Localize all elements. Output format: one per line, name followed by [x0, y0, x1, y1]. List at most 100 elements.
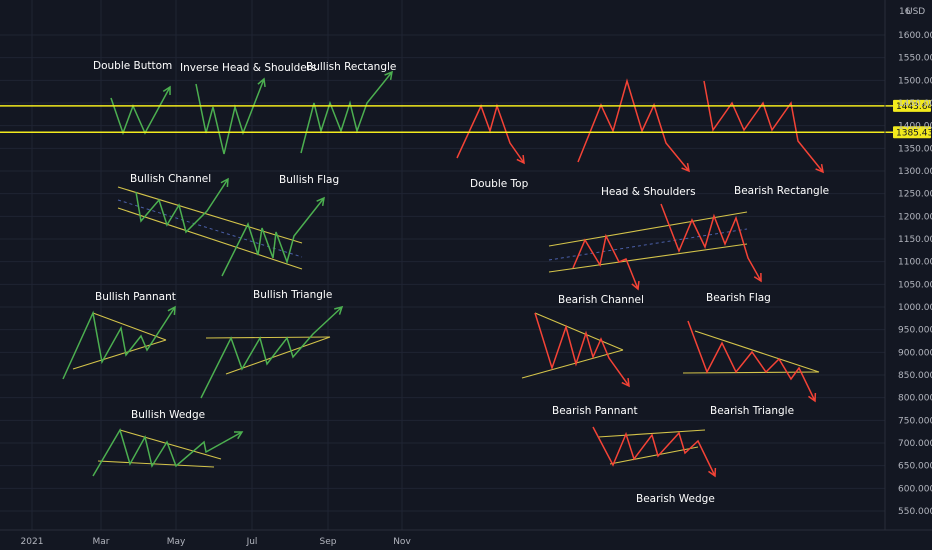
bullish-wedge-upper[interactable] [119, 429, 222, 460]
price-tag [893, 99, 931, 112]
bearish-rectangle-line[interactable] [703, 80, 824, 173]
y-tick-label: 1500.000 [898, 76, 932, 86]
bullish-rectangle-line-arrowhead [384, 70, 393, 81]
y-tick-label: 1250.000 [898, 190, 932, 200]
bullish-triangle-line[interactable] [200, 306, 343, 399]
bearish-flag-line-arrowhead [753, 272, 762, 283]
bearish-channel-lower[interactable] [548, 243, 748, 273]
bullish-channel-line[interactable] [135, 178, 229, 234]
bearish-rectangle-line-arrowhead [815, 163, 824, 174]
x-tick-label: Mar [93, 537, 110, 547]
x-tick-label: Jul [246, 537, 258, 547]
price-tag [893, 126, 931, 139]
bearish-flag-line[interactable] [660, 203, 762, 282]
y-tick-label: 600.000 [898, 484, 932, 494]
y-tick-label: 700.000 [898, 439, 932, 449]
bullish-channel-upper[interactable] [117, 186, 303, 244]
bullish-wedge-lower[interactable] [97, 460, 215, 468]
y-tick-label: 1150.000 [898, 235, 932, 245]
bullish-pennant-lower[interactable] [72, 339, 167, 370]
double-top-line-arrowhead [516, 154, 525, 165]
bullish-rectangle-line[interactable] [300, 71, 393, 154]
y-tick-label: 1450.000 [898, 99, 932, 109]
y-tick-label: 1000.000 [898, 303, 932, 313]
x-tick-label: Sep [320, 537, 337, 547]
price-axis-unit: USD [906, 7, 925, 17]
pattern-label: Bullish Pannant [95, 291, 176, 303]
y-tick-label: 800.000 [898, 394, 932, 404]
y-tick-label: 900.000 [898, 348, 932, 358]
bearish-channel-line[interactable] [572, 233, 639, 290]
bullish-pennant-upper[interactable] [92, 312, 167, 341]
price-tag-label: 1385.436 [896, 128, 932, 138]
pattern-label: Bearish Channel [558, 294, 644, 306]
pattern-label: Bullish Flag [279, 174, 339, 186]
grid [0, 0, 885, 530]
bearish-triangle-lower[interactable] [682, 371, 820, 374]
bullish-triangle-line-arrowhead [334, 305, 344, 315]
bullish-channel-lower[interactable] [117, 207, 303, 270]
bearish-wedge-upper[interactable] [597, 429, 706, 438]
y-tick-label: 1350.000 [898, 144, 932, 154]
bearish-channel-line-arrowhead [631, 280, 640, 291]
inverse-head-shoulders-line[interactable] [195, 78, 265, 155]
time-axis[interactable]: 2021 Mar May Jul Sep Nov [0, 529, 932, 547]
bullish-pennant-line[interactable] [62, 306, 176, 380]
double-bottom-line-arrowhead [162, 85, 171, 96]
y-tick-label: 1400.000 [898, 122, 932, 132]
pattern-label: Head & Shoulders [601, 186, 696, 198]
inverse-head-shoulders-line-arrowhead [257, 77, 266, 88]
price-tag-label: 1443.640 [896, 102, 932, 112]
bearish-wedge-line[interactable] [592, 426, 716, 477]
y-tick-label: 1100.000 [898, 258, 932, 268]
pattern-label: Bearish Triangle [710, 405, 794, 417]
y-tick-label: 1200.000 [898, 212, 932, 222]
pattern-label: Bullish Channel [130, 173, 211, 185]
y-tick-label: 1550.000 [898, 54, 932, 64]
bearish-pennant-lower[interactable] [521, 349, 624, 379]
pattern-label: Bearish Rectangle [734, 185, 829, 197]
y-tick-label: 950.000 [898, 326, 932, 336]
bullish-channel-mid [117, 199, 303, 258]
pattern-drawings[interactable] [62, 70, 824, 478]
y-tick-label: 1300.000 [898, 167, 932, 177]
bearish-wedge-line-arrowhead [708, 467, 717, 478]
bullish-channel-line-arrowhead [220, 177, 229, 188]
bearish-triangle-line[interactable] [687, 320, 816, 402]
y-tick-label: 750.000 [898, 416, 932, 426]
y-tick-label: 1600.000 [898, 31, 932, 41]
bearish-pennant-upper[interactable] [534, 312, 624, 351]
pattern-label: Double Top [470, 178, 529, 190]
pattern-label: Bearish Wedge [636, 493, 715, 505]
bearish-pennant-line-arrowhead [621, 377, 630, 388]
x-tick-label: May [167, 537, 186, 547]
pattern-label: Bearish Pannant [552, 405, 638, 417]
pattern-label: Double Buttom [93, 60, 172, 72]
pattern-label: Bearish Flag [706, 292, 771, 304]
pattern-labels: Double Buttom Inverse Head & ShouldersBul… [93, 60, 829, 505]
bullish-flag-line-arrowhead [316, 196, 325, 207]
x-tick-label: 2021 [21, 537, 44, 547]
bearish-pennant-line[interactable] [534, 312, 630, 387]
bullish-wedge-line-arrowhead [233, 431, 244, 440]
y-tick-label: 850.000 [898, 371, 932, 381]
y-tick-label: 550.000 [898, 507, 932, 517]
double-top-line[interactable] [456, 103, 525, 164]
bearish-wedge-lower[interactable] [609, 446, 699, 465]
pattern-label: Bullish Wedge [131, 409, 205, 421]
bullish-flag-line[interactable] [221, 197, 325, 277]
pattern-label: Bullish Triangle [253, 289, 332, 301]
pattern-label: Bullish Rectangle [306, 61, 396, 73]
price-axis-top-label: 16 [899, 7, 911, 17]
bearish-channel-upper[interactable] [548, 211, 748, 247]
y-tick-label: 1050.000 [898, 280, 932, 290]
head-shoulders-line-arrowhead [681, 163, 690, 173]
bullish-pennant-line-arrowhead [167, 305, 176, 316]
bullish-wedge-line[interactable] [92, 428, 243, 477]
bullish-triangle-upper[interactable] [205, 336, 331, 339]
horizontal-levels[interactable]: 1443.640 1385.436 [0, 99, 932, 139]
bearish-triangle-upper[interactable] [694, 330, 820, 373]
price-axis[interactable]: 16 USD 1600.0001550.0001500.0001450.0001… [884, 0, 932, 530]
bearish-triangle-line-arrowhead [808, 392, 817, 403]
